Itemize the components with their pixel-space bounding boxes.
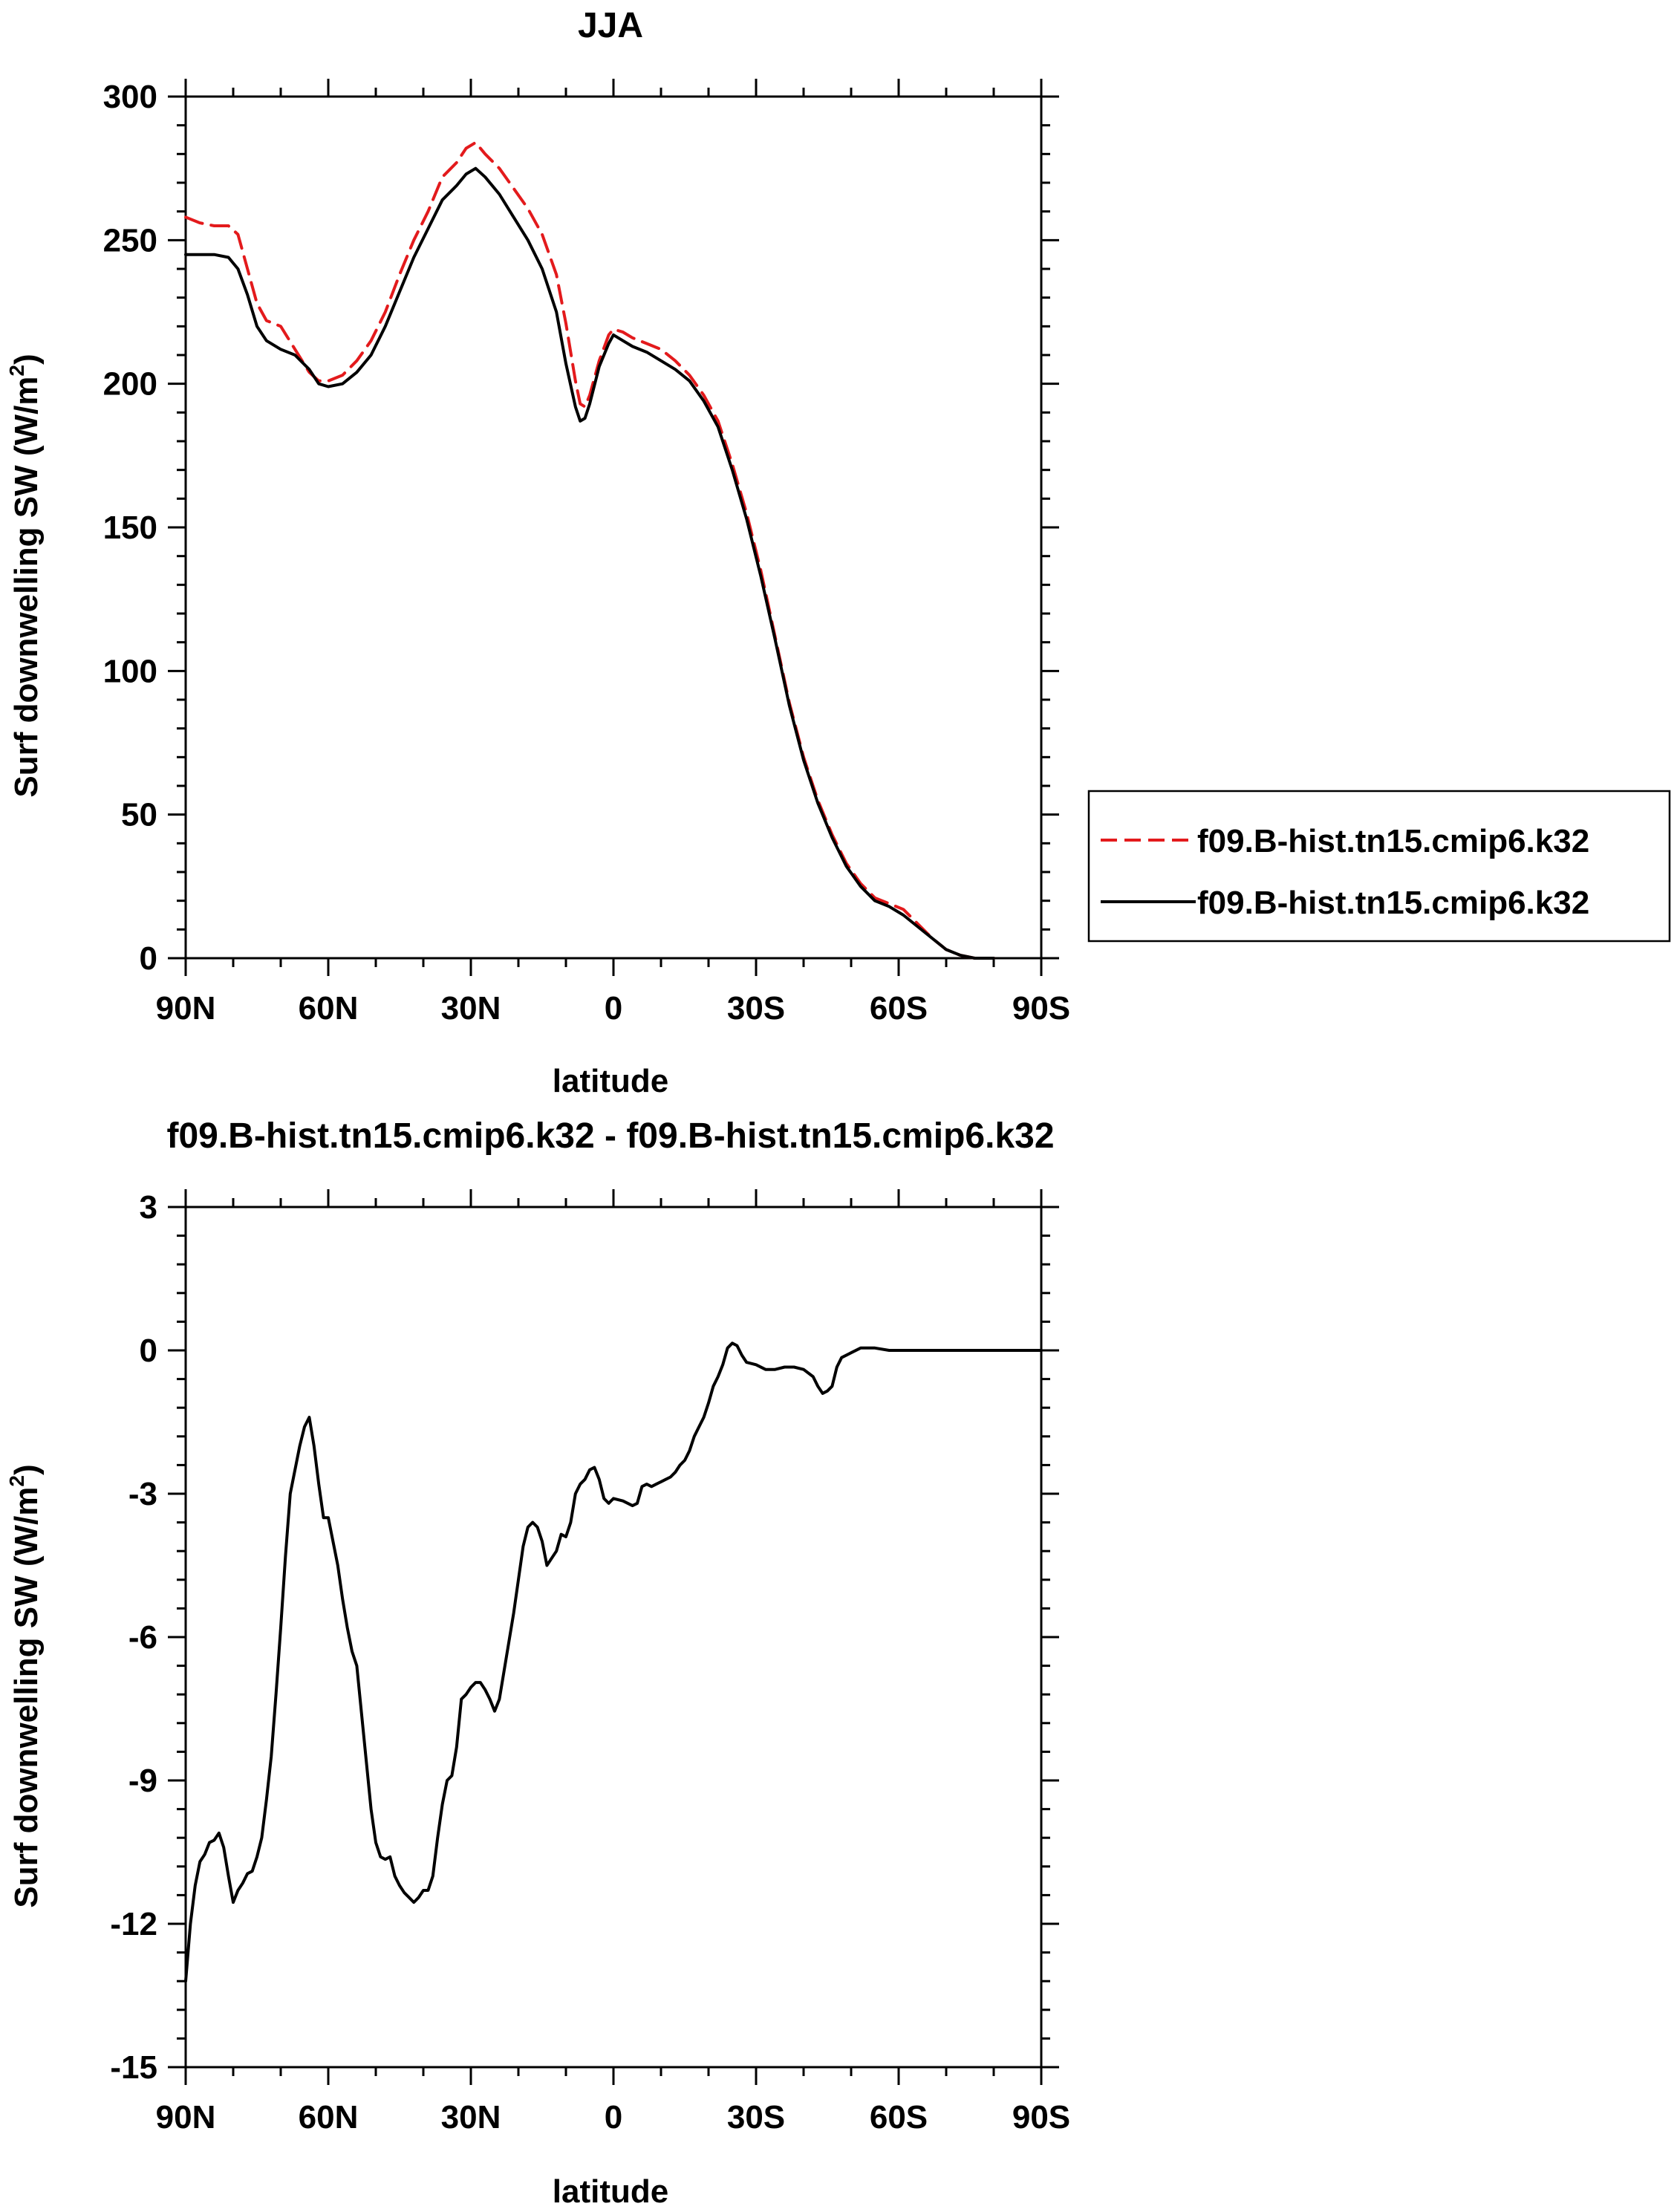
- y-tick-label: 150: [103, 510, 157, 546]
- y-axis-label-main: Surf downwelling SW (W/m: [8, 377, 45, 798]
- x-tick-label: 90N: [156, 990, 216, 1027]
- x-axis-label: latitude: [553, 2173, 668, 2210]
- chart-title: JJA: [578, 6, 643, 45]
- y-tick-label: -15: [110, 2049, 157, 2086]
- x-tick-label: 0: [605, 2099, 622, 2135]
- x-axis-label: latitude: [553, 1063, 668, 1099]
- x-tick-label: 90S: [1012, 990, 1070, 1027]
- chart-title: f09.B-hist.tn15.cmip6.k32 - f09.B-hist.t…: [166, 1116, 1054, 1156]
- y-axis-label-tail: ): [8, 1464, 45, 1475]
- series-group: [184, 140, 995, 960]
- bottom-chart: f09.B-hist.tn15.cmip6.k32 - f09.B-hist.t…: [5, 1116, 1070, 2210]
- y-axis-label-superscript: 2: [5, 1475, 28, 1487]
- y-axis-label-tail: ): [8, 354, 45, 365]
- y-tick-label: 3: [140, 1189, 157, 1226]
- y-tick-label: -9: [128, 1763, 157, 1799]
- y-tick-label: -6: [128, 1619, 157, 1656]
- x-tick-label: 30N: [441, 2099, 501, 2135]
- x-tick-label: 60N: [299, 990, 359, 1027]
- x-tick-label: 30S: [727, 2099, 785, 2135]
- y-tick-label: -3: [128, 1476, 157, 1512]
- axes: 90N 60N 30N 0 30S 60S 90S 0 50 100 150 200 250 300: [103, 79, 1070, 1027]
- y-tick-label: -12: [110, 1906, 157, 1942]
- x-tick-label: 30N: [441, 990, 501, 1027]
- y-tick-label: 50: [121, 797, 157, 833]
- x-tick-label: 90S: [1012, 2099, 1070, 2135]
- x-tick-label: 90N: [156, 2099, 216, 2135]
- top-chart: JJA 90N 60N 30N 0 30S 60S 90S 0 50 100 150 200 250 30…: [5, 6, 1671, 1099]
- y-axis-label-superscript: 2: [5, 365, 28, 377]
- y-tick-label: 300: [103, 79, 157, 115]
- legend-entry: f09.B-hist.tn15.cmip6.k32: [1197, 885, 1589, 921]
- legend-entry: f09.B-hist.tn15.cmip6.k32: [1197, 823, 1589, 859]
- y-tick-label: 250: [103, 222, 157, 258]
- y-axis-label-main: Surf downwelling SW (W/m: [8, 1487, 45, 1908]
- y-axis-label: Surf downwelling SW (W/m2): [5, 354, 45, 797]
- plot-frame: [184, 1206, 1043, 2069]
- series-line-dashed: [184, 140, 995, 960]
- y-tick-label: 0: [140, 940, 157, 977]
- series-line: [184, 1341, 1043, 1983]
- series-group: [184, 1341, 1043, 1983]
- legend: f09.B-hist.tn15.cmip6.k32 f09.B-hist.tn1…: [1087, 790, 1671, 943]
- axes: 90N 60N 30N 0 30S 60S 90S -15 -12 -9 -6 -3 0 3: [110, 1189, 1070, 2135]
- y-tick-label: 0: [140, 1333, 157, 1369]
- x-tick-label: 30S: [727, 990, 785, 1027]
- legend-box: [1087, 790, 1671, 943]
- y-tick-label: 200: [103, 366, 157, 403]
- y-axis-label: Surf downwelling SW (W/m2): [5, 1464, 45, 1907]
- x-tick-label: 60S: [870, 2099, 928, 2135]
- plot-frame: [184, 95, 1043, 960]
- y-tick-label: 100: [103, 653, 157, 689]
- x-tick-label: 0: [605, 990, 622, 1027]
- x-tick-label: 60N: [299, 2099, 359, 2135]
- series-line: [184, 166, 995, 960]
- x-tick-label: 60S: [870, 990, 928, 1027]
